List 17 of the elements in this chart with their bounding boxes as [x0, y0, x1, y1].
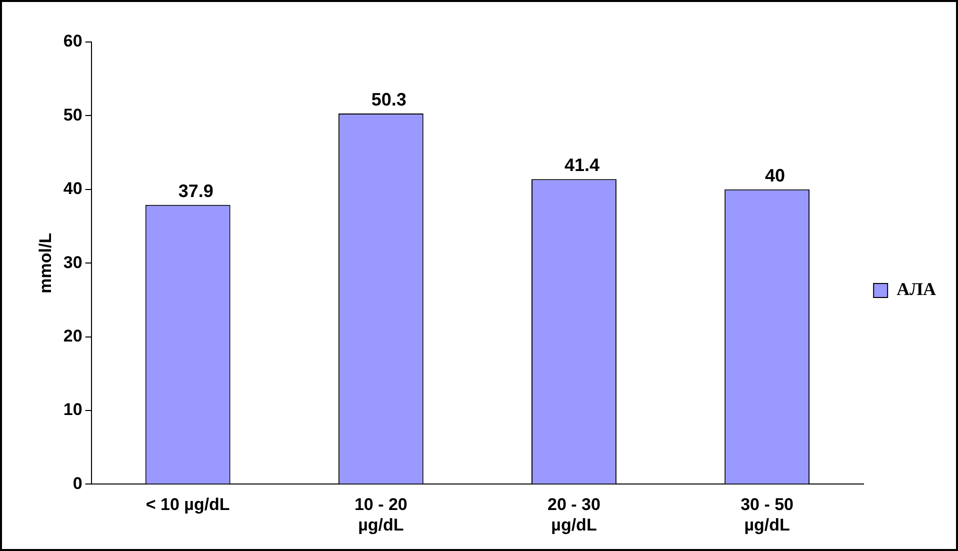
y-tick-label: 40	[63, 179, 82, 198]
x-tick-label: 20 - 30 µg/dL	[548, 495, 600, 534]
x-tick-label: < 10 µg/dL	[146, 495, 230, 514]
y-tick-label: 10	[63, 400, 82, 420]
x-tick-label: 30 - 50 µg/dL	[740, 495, 794, 534]
data-label: 40	[765, 165, 786, 186]
y-tick-label: 20	[63, 326, 82, 346]
data-label: 50.3	[371, 89, 406, 110]
y-tick-label: 30	[63, 252, 82, 272]
data-label: 41.4	[564, 155, 600, 176]
legend-label: АЛА	[896, 279, 936, 300]
x-tick-label: 10 - 20 µg/dL	[354, 495, 408, 534]
y-tick-label: 0	[72, 474, 82, 493]
data-label: 37.9	[178, 180, 214, 201]
y-tick-label: 50	[63, 105, 82, 124]
y-axis-title: mmol/L	[36, 232, 55, 294]
y-tick-label: 60	[63, 32, 82, 51]
